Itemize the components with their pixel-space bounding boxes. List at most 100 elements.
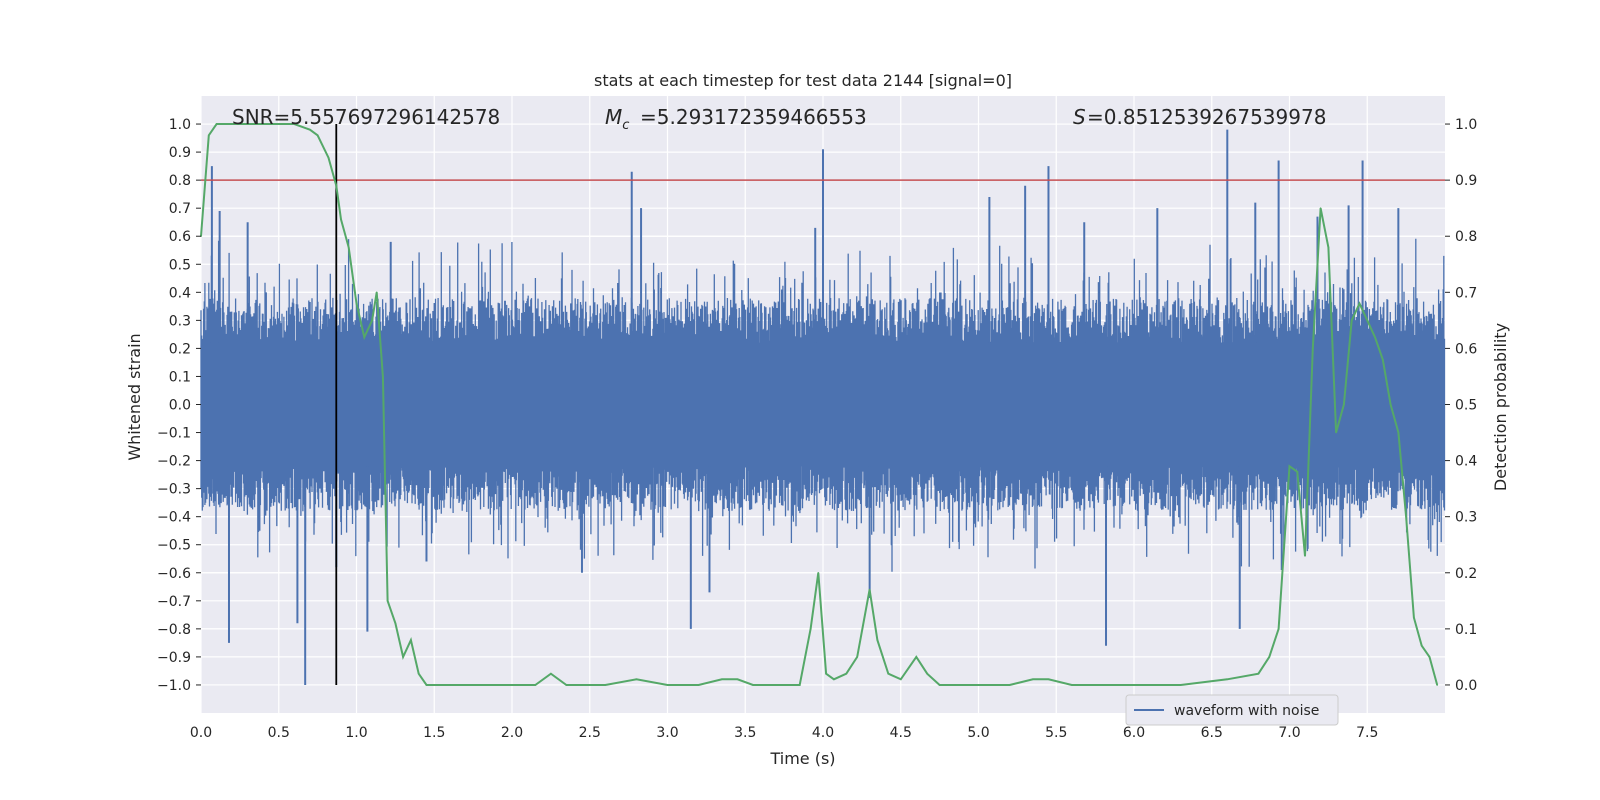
probability-point bbox=[1397, 431, 1400, 434]
probability-point bbox=[1335, 431, 1337, 434]
probability-point bbox=[375, 291, 378, 294]
y-tick-label: 0.9 bbox=[169, 145, 191, 161]
y-tick-label: 1.0 bbox=[169, 117, 191, 133]
probability-point bbox=[856, 656, 858, 658]
y2-tick-label: 0.2 bbox=[1455, 566, 1477, 582]
probability-point bbox=[208, 134, 210, 137]
x-tick-label: 7.5 bbox=[1356, 725, 1378, 741]
y-tick-label: 0.7 bbox=[169, 201, 191, 217]
y2-tick-label: 0.9 bbox=[1455, 173, 1477, 189]
probability-point bbox=[1008, 684, 1011, 686]
probability-point bbox=[335, 184, 338, 187]
probability-point bbox=[1296, 471, 1299, 473]
probability-point bbox=[1319, 207, 1322, 209]
probability-line bbox=[200, 123, 1439, 686]
y-tick-label: −0.8 bbox=[157, 622, 191, 638]
probability-point bbox=[1366, 319, 1369, 322]
probability-point bbox=[833, 678, 835, 681]
y2-tick-label: 0.0 bbox=[1455, 678, 1477, 694]
chirp-mass-annotation: Mc =5.293172359466553 bbox=[605, 105, 867, 133]
probability-point bbox=[417, 672, 420, 675]
probability-point bbox=[926, 672, 928, 675]
y-tick-label: −0.2 bbox=[157, 454, 191, 470]
chart-title: stats at each timestep for test data 214… bbox=[594, 71, 1012, 90]
y-axis-ticks: 1.0 0.9 0.8 0.7 0.6 0.5 0.4 0.3 0.2 0.1 0.0 −0.1 −0.… bbox=[157, 117, 201, 694]
probability-point bbox=[231, 123, 233, 125]
probability-point bbox=[825, 672, 827, 675]
probability-point bbox=[565, 684, 568, 686]
probability-point bbox=[449, 684, 451, 686]
probability-point bbox=[635, 678, 638, 681]
probability-point bbox=[1102, 684, 1104, 686]
y-axis-label: Whitened strain bbox=[125, 333, 144, 460]
probability-point bbox=[425, 684, 428, 686]
legend: waveform with noise bbox=[1125, 694, 1339, 726]
probability-point bbox=[954, 684, 956, 686]
y-tick-label: −0.3 bbox=[157, 482, 191, 498]
x-tick-label: 2.5 bbox=[579, 725, 601, 741]
y-tick-label: −0.9 bbox=[157, 650, 191, 666]
probability-point bbox=[887, 672, 890, 675]
y-tick-label: 0.1 bbox=[169, 369, 191, 385]
probability-point bbox=[1277, 628, 1280, 630]
y-tick-label: 0.6 bbox=[169, 229, 191, 245]
waveform-series bbox=[200, 129, 1446, 685]
y-tick-label: −0.6 bbox=[157, 566, 191, 582]
y-tick-label: 0.3 bbox=[169, 313, 191, 329]
x-tick-label: 2.0 bbox=[501, 725, 523, 741]
probability-point bbox=[293, 123, 296, 125]
s-value: =0.8512539267539978 bbox=[1087, 105, 1326, 129]
probability-point bbox=[666, 684, 669, 686]
s-annotation: S =0.8512539267539978 bbox=[1073, 105, 1326, 129]
probability-point bbox=[1428, 656, 1431, 658]
probability-point bbox=[1389, 403, 1392, 406]
probability-point bbox=[817, 572, 820, 574]
y-tick-label: 0.5 bbox=[169, 257, 191, 273]
legend-box bbox=[1125, 694, 1339, 726]
probability-point bbox=[845, 672, 848, 675]
probability-point bbox=[1257, 672, 1260, 675]
mc-value: =5.293172359466553 bbox=[640, 105, 867, 129]
probability-point bbox=[278, 123, 280, 125]
y-tick-label: 0.4 bbox=[169, 285, 191, 301]
probability-point bbox=[316, 134, 319, 137]
probability-point bbox=[775, 684, 778, 686]
probability-point bbox=[327, 156, 330, 159]
y2-axis-ticks: 1.0 0.9 0.8 0.7 0.6 0.5 0.4 0.3 0.2 0.1 0.0 bbox=[1445, 117, 1477, 694]
probability-point bbox=[697, 684, 700, 686]
probability-point bbox=[394, 622, 397, 625]
x-tick-label: 3.5 bbox=[734, 725, 756, 741]
probability-point bbox=[798, 684, 801, 686]
x-tick-label: 1.5 bbox=[423, 725, 445, 741]
probability-point bbox=[1226, 678, 1229, 681]
probability-point bbox=[550, 672, 552, 675]
probability-point bbox=[1413, 616, 1415, 619]
snr-annotation: SNR=5.557697296142578 bbox=[232, 105, 500, 129]
probability-point bbox=[262, 123, 265, 125]
probability-point bbox=[309, 128, 311, 131]
probability-point bbox=[809, 628, 812, 630]
probability-point bbox=[340, 218, 342, 221]
y2-tick-label: 0.7 bbox=[1455, 285, 1477, 301]
x-tick-label: 5.5 bbox=[1045, 725, 1067, 741]
x-tick-label: 5.0 bbox=[967, 725, 989, 741]
probability-point bbox=[1374, 336, 1376, 339]
probability-point bbox=[1420, 644, 1423, 647]
probability-point bbox=[371, 319, 373, 322]
y2-tick-label: 0.1 bbox=[1455, 622, 1477, 638]
probability-point bbox=[410, 639, 412, 641]
probability-point bbox=[246, 123, 249, 125]
probability-point bbox=[355, 302, 358, 305]
probability-point bbox=[215, 123, 218, 125]
x-axis-label: Time (s) bbox=[769, 749, 835, 768]
probability-point bbox=[1047, 678, 1050, 681]
x-tick-label: 1.0 bbox=[345, 725, 367, 741]
x-tick-label: 3.0 bbox=[656, 725, 678, 741]
probability-point bbox=[1071, 684, 1073, 686]
probability-point bbox=[1350, 319, 1353, 322]
y-tick-label: −0.4 bbox=[157, 510, 191, 526]
probability-point bbox=[752, 684, 754, 686]
probability-point bbox=[363, 336, 366, 339]
probability-point bbox=[1312, 347, 1314, 350]
